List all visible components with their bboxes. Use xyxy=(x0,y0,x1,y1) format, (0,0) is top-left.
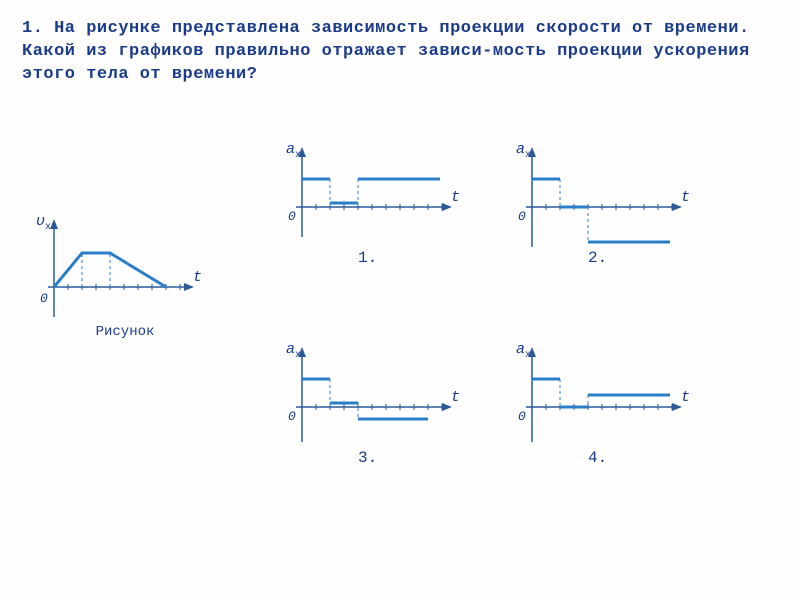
opt3-origin: 0 xyxy=(288,409,296,424)
opt1-label: 1. xyxy=(358,249,377,267)
opt1-y-label: ax xyxy=(286,141,301,161)
main-y-label: υx xyxy=(36,213,51,233)
question-text: 1. На рисунке представлена зависимость п… xyxy=(0,0,800,87)
option-3-chart: ax t 0 3. xyxy=(280,347,460,477)
opt2-label: 2. xyxy=(588,249,607,267)
opt4-label: 4. xyxy=(588,449,607,467)
opt3-x-label: t xyxy=(451,389,460,406)
option-2-chart: ax t 0 2. xyxy=(510,147,690,277)
opt4-x-label: t xyxy=(681,389,690,406)
main-velocity-chart: υx t 0 Рисунок xyxy=(30,217,200,357)
option-4-chart: ax t 0 4. xyxy=(510,347,690,477)
opt4-y-label: ax xyxy=(516,341,531,361)
opt1-origin: 0 xyxy=(288,209,296,224)
opt3-y-label: ax xyxy=(286,341,301,361)
opt4-origin: 0 xyxy=(518,409,526,424)
main-origin: 0 xyxy=(40,291,48,306)
content-area: υx t 0 Рисунок a xyxy=(0,87,800,587)
main-x-label: t xyxy=(193,269,202,286)
opt1-x-label: t xyxy=(451,189,460,206)
opt2-y-label: ax xyxy=(516,141,531,161)
opt2-origin: 0 xyxy=(518,209,526,224)
opt3-label: 3. xyxy=(358,449,377,467)
option-1-chart: ax t 0 1. xyxy=(280,147,460,277)
opt2-x-label: t xyxy=(681,189,690,206)
